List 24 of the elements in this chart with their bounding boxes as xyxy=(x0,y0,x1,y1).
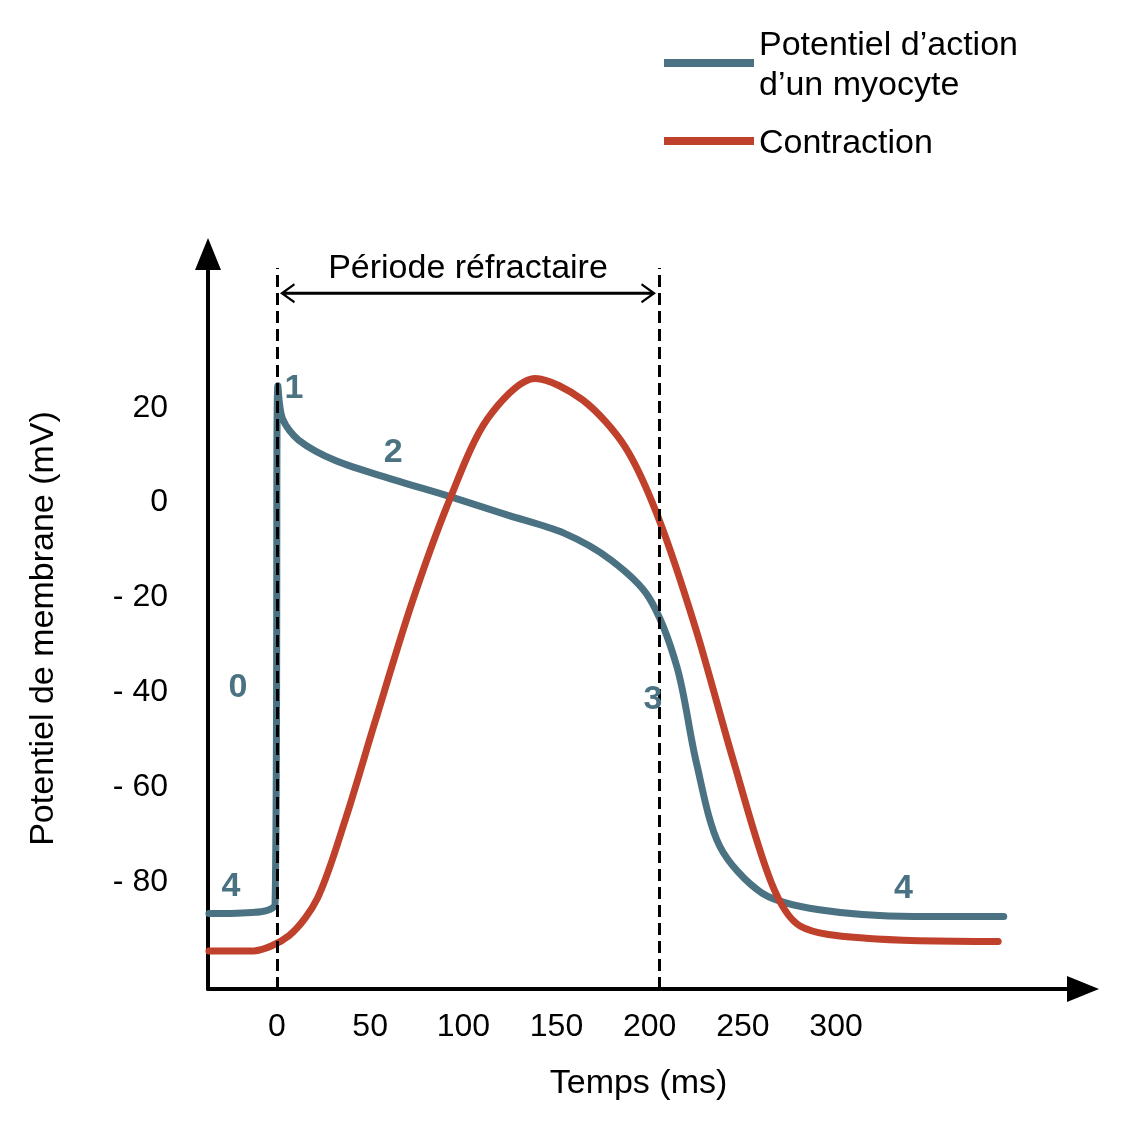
legend-label: Potentiel d’action d’un myocyte xyxy=(759,24,1028,102)
y-tick-label: 0 xyxy=(150,482,168,519)
x-tick-label: 150 xyxy=(529,1007,584,1043)
x-tick-label: 0 xyxy=(268,1007,286,1043)
x-tick-label: 200 xyxy=(622,1007,677,1043)
annotation: 2 xyxy=(383,430,403,469)
x-tick-label: 300 xyxy=(809,1007,863,1043)
x-tick-label: 250 xyxy=(716,1007,770,1043)
annotation: 0 xyxy=(228,666,248,705)
y-tick-label: - 80 xyxy=(112,861,168,898)
x-tick-label: 100 xyxy=(436,1007,491,1043)
legend-label: Contraction xyxy=(759,122,933,160)
annotation: 1 xyxy=(284,366,304,405)
annotation: Période réfractaire xyxy=(328,247,608,286)
x-tick-label: 50 xyxy=(352,1007,388,1043)
y-tick-label: - 60 xyxy=(112,767,168,804)
y-tick-label: 20 xyxy=(132,387,168,424)
x-axis-title: Temps (ms) xyxy=(549,1062,728,1100)
annotation: 4 xyxy=(894,867,914,906)
y-axis-title: Potentiel de membrane (mV) xyxy=(22,411,60,846)
y-tick-label: - 20 xyxy=(112,577,168,614)
y-tick-label: - 40 xyxy=(112,672,168,709)
annotation: 3 xyxy=(643,678,663,717)
annotation: 4 xyxy=(221,864,241,903)
